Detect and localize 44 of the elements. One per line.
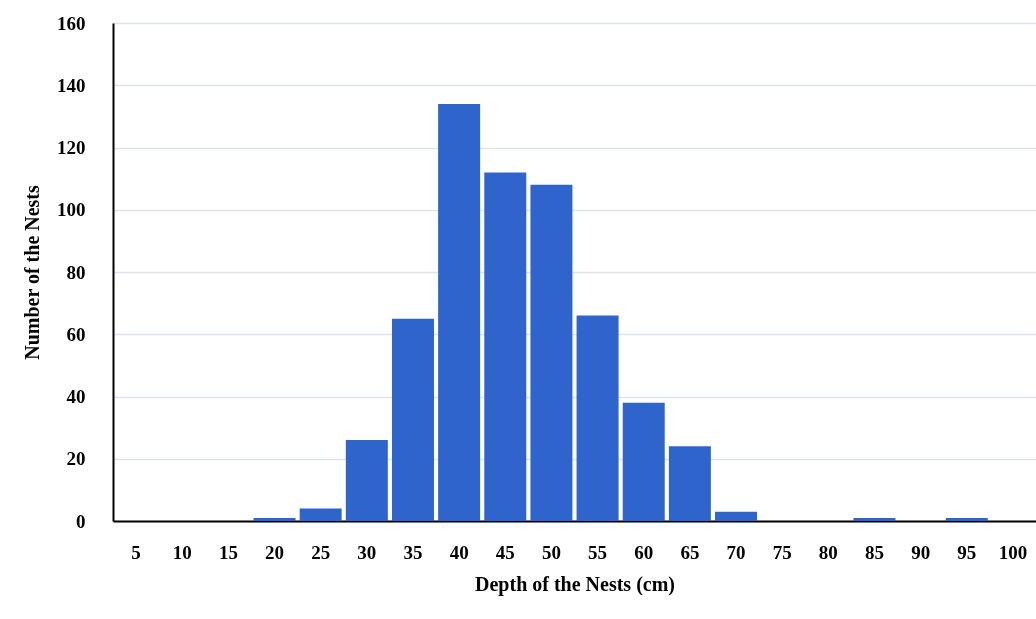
x-tick-label: 65 [680,541,700,563]
x-tick-label: 55 [588,541,608,563]
bar [622,402,665,521]
bar [945,517,988,521]
y-tick-label: 40 [66,386,86,407]
x-tick-label: 90 [911,541,931,563]
bar [484,172,527,521]
x-tick-label: 30 [357,541,377,563]
x-tick-label: 40 [449,541,469,563]
x-tick-label: 15 [218,541,238,563]
bar [530,184,573,521]
x-axis-title: Depth of the Nests (cm) [475,572,675,596]
y-tick-label: 60 [66,323,86,345]
y-tick-label: 160 [57,12,86,34]
y-axis-title: Number of the Nests [21,184,43,360]
bar [438,103,481,521]
x-tick-label: 50 [541,541,561,563]
y-tick-label: 80 [66,261,86,283]
y-tick-label: 140 [57,74,86,96]
bar [576,315,619,521]
bar [299,508,342,521]
x-tick-label: 45 [495,541,515,563]
y-tick-label: 20 [66,448,86,470]
x-tick-label: 70 [726,541,746,563]
x-tick-label: 25 [311,541,331,563]
x-tick-label: 80 [818,541,838,563]
x-tick-label: 75 [772,541,792,563]
x-tick-label: 60 [634,541,654,563]
x-tick-label: 85 [864,541,884,563]
bar [668,446,711,521]
y-tick-label: 100 [57,199,86,221]
x-tick-label: 35 [403,541,423,563]
y-tick-label: 120 [57,137,86,158]
x-tick-label: 100 [998,541,1028,563]
x-tick-label: 95 [957,541,977,563]
y-tick-label: 0 [76,510,86,532]
x-tick-label: 10 [172,541,192,563]
x-tick-label: 20 [265,541,285,563]
bar [715,511,758,521]
bar [853,517,896,521]
x-tick-label: 5 [131,541,141,563]
bar [391,318,434,521]
bar [253,517,296,521]
bar [345,440,388,521]
